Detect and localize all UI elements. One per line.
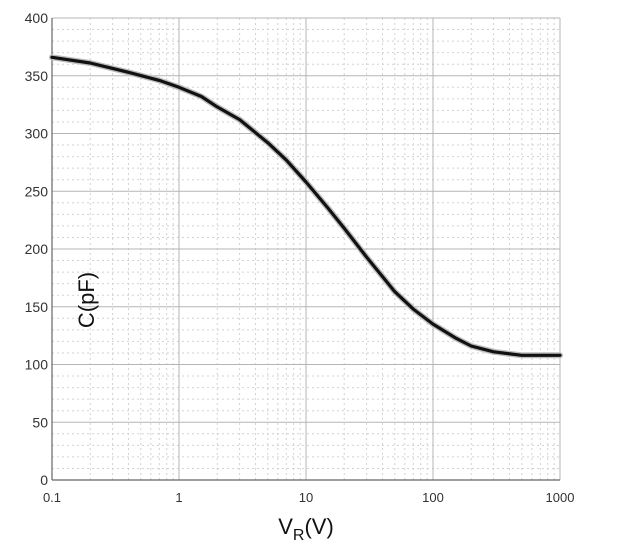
grid <box>51 17 561 481</box>
y-tick-label: 400 <box>25 10 49 26</box>
x-axis-label-unit: (V) <box>304 514 333 539</box>
x-tick-label: 10 <box>299 490 313 505</box>
y-tick-label: 200 <box>25 241 49 257</box>
y-tick-label: 250 <box>25 183 49 199</box>
series-line <box>50 55 562 357</box>
x-axis-label-main: V <box>278 514 293 539</box>
y-axis-label: C(pF) <box>74 272 99 328</box>
x-tick-labels: 0.1 1 10 100 1000 <box>43 490 575 505</box>
x-axis-label-subscript: R <box>293 527 305 544</box>
y-tick-label: 350 <box>25 68 49 84</box>
y-tick-label: 300 <box>25 126 49 142</box>
y-tick-label: 0 <box>40 472 48 488</box>
x-tick-label: 1000 <box>546 490 575 505</box>
y-tick-label: 50 <box>32 414 48 430</box>
y-tick-label: 100 <box>25 357 49 373</box>
x-tick-label: 0.1 <box>43 490 61 505</box>
series <box>49 54 563 359</box>
x-tick-label: 1 <box>175 490 182 505</box>
y-tick-labels: 0 50 100 150 200 250 300 350 400 <box>25 10 49 488</box>
x-tick-label: 100 <box>422 490 444 505</box>
axes <box>51 18 560 481</box>
x-axis-label: VR(V) <box>278 514 334 544</box>
y-tick-label: 150 <box>25 299 49 315</box>
